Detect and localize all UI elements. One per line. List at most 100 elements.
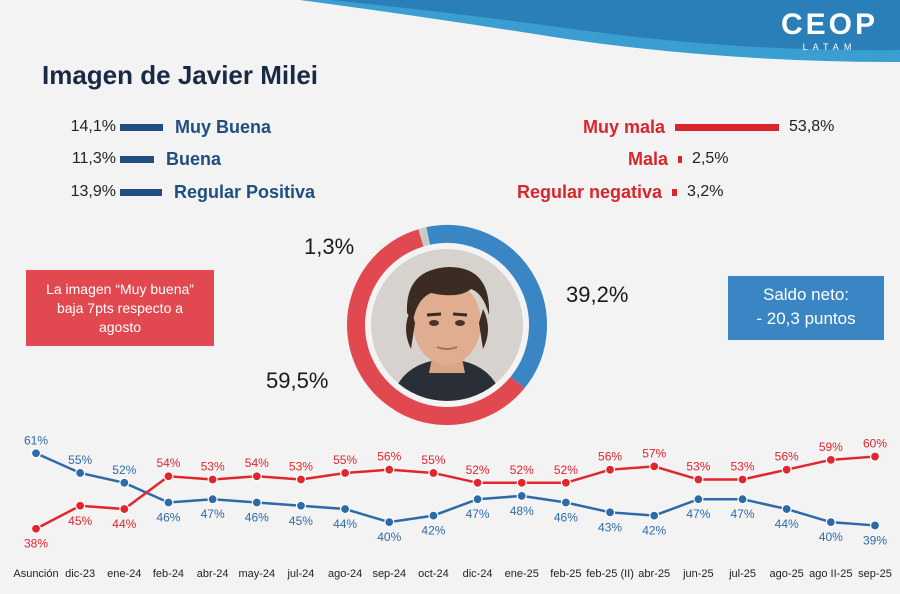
data-label: 44% <box>775 517 799 531</box>
legend-muy-buena: 14,1% Muy Buena <box>58 114 271 140</box>
data-label: 40% <box>377 530 401 544</box>
data-label: 55% <box>421 453 445 467</box>
legend-pct: 14,1% <box>70 118 116 135</box>
legend-buena: 11,3% Buena <box>58 146 221 172</box>
series-point-0 <box>119 477 130 488</box>
callout-box: La imagen “Muy buena” baja 7pts respecto… <box>26 270 214 346</box>
series-point-0 <box>649 510 660 521</box>
data-label: 57% <box>642 446 666 460</box>
data-label: 47% <box>731 507 755 521</box>
data-label: 54% <box>156 456 180 470</box>
series-point-0 <box>560 497 571 508</box>
data-label: 60% <box>863 437 887 451</box>
data-label: 43% <box>598 520 622 534</box>
series-point-0 <box>384 517 395 528</box>
legend-muy-mala: Muy mala 53,8% <box>583 114 838 140</box>
legend-pct: 3,2% <box>687 183 724 200</box>
legend-bar <box>672 188 678 196</box>
series-point-0 <box>30 448 42 459</box>
series-point-1 <box>295 474 307 485</box>
series-point-1 <box>119 503 130 515</box>
legend-pct: 13,9% <box>70 183 116 200</box>
brand-sub: LATAM <box>802 42 857 52</box>
x-tick-label: feb-24 <box>153 568 184 580</box>
legend-bar <box>120 188 162 196</box>
trend-line-chart: 61% 55% 52% 46% 47% 46% 45% 44% 40% 42% 47% 48% 46% 4… <box>13 433 892 580</box>
legend-bar <box>678 155 683 163</box>
header-wave <box>300 0 900 62</box>
legend-label: Mala <box>628 148 669 169</box>
series-point-0 <box>825 517 836 528</box>
callout-text: La imagen “Muy buena” baja 7pts respecto… <box>46 280 194 335</box>
x-tick-label: Asunción <box>13 568 58 580</box>
x-tick-label: abr-25 <box>638 568 670 580</box>
x-tick-label: jul-24 <box>286 568 314 580</box>
brand-logo: CEOP LATAM <box>781 8 878 52</box>
series-point-0 <box>295 500 307 511</box>
series-point-0 <box>251 497 262 508</box>
x-tick-label: jun-25 <box>682 568 714 580</box>
data-label: 45% <box>289 514 313 528</box>
series-point-1 <box>30 523 42 534</box>
legend-bar <box>675 123 780 131</box>
portrait <box>371 249 523 401</box>
x-tick-label: ene-24 <box>107 568 141 580</box>
data-label: 52% <box>554 463 578 477</box>
series-point-0 <box>604 507 616 518</box>
data-label: 54% <box>245 456 269 470</box>
data-label: 46% <box>156 510 180 524</box>
data-label: 55% <box>68 453 92 467</box>
series-point-1 <box>649 461 660 472</box>
data-label: 52% <box>466 463 490 477</box>
legend-bar <box>120 155 154 163</box>
legend-pct: 53,8% <box>789 118 835 135</box>
donut-slice-nsnc <box>418 227 431 247</box>
donut-label-positiva: 39,2% <box>566 282 629 307</box>
data-label: 47% <box>201 507 225 521</box>
series-point-0 <box>869 520 881 531</box>
x-tick-label: feb-25 <box>550 568 581 580</box>
series-point-1 <box>75 500 86 511</box>
x-tick-label: abr-24 <box>197 568 229 580</box>
donut-slice-negativa <box>347 229 525 425</box>
x-tick-label: sep-24 <box>372 568 406 580</box>
data-label: 53% <box>289 460 313 474</box>
portrait-illustration <box>371 249 523 401</box>
x-tick-label: ago-25 <box>770 568 804 580</box>
x-tick-label: ago II-25 <box>809 568 852 580</box>
series-point-0 <box>163 497 174 508</box>
series-point-1 <box>384 464 395 475</box>
legend-label: Muy Buena <box>175 116 272 137</box>
donut-chart <box>347 225 547 425</box>
series-point-1 <box>516 477 527 488</box>
data-label: 56% <box>775 450 799 464</box>
saldo-neto-box: Saldo neto: - 20,3 puntos <box>728 276 884 340</box>
data-label: 53% <box>201 460 225 474</box>
series-line-1 <box>35 455 876 530</box>
data-label: 38% <box>24 537 48 551</box>
donut-label-nsnc: 1,3% <box>304 234 355 259</box>
series-point-0 <box>207 494 218 505</box>
x-tick-label: ene-25 <box>505 568 539 580</box>
data-label: 47% <box>466 507 490 521</box>
x-tick-label: oct-24 <box>418 568 449 580</box>
x-tick-label: sep-25 <box>858 568 892 580</box>
series-point-0 <box>340 503 351 515</box>
series-point-0 <box>781 503 792 515</box>
data-label: 52% <box>112 463 136 477</box>
data-label: 53% <box>686 460 710 474</box>
data-label: 55% <box>333 453 357 467</box>
data-label: 53% <box>731 460 755 474</box>
x-tick-label: dic-24 <box>463 568 493 580</box>
x-tick-label: dic-23 <box>65 568 95 580</box>
data-label: 52% <box>510 463 534 477</box>
saldo-title: Saldo neto: <box>762 285 849 304</box>
legend-regular-positiva: 13,9% Regular Positiva <box>58 179 315 205</box>
data-label: 45% <box>68 514 92 528</box>
data-label: 56% <box>377 450 401 464</box>
data-label: 44% <box>333 517 357 531</box>
series-point-0 <box>75 467 86 479</box>
series-point-1 <box>781 464 792 475</box>
data-label: 46% <box>245 510 269 524</box>
legend-label: Buena <box>166 148 222 169</box>
